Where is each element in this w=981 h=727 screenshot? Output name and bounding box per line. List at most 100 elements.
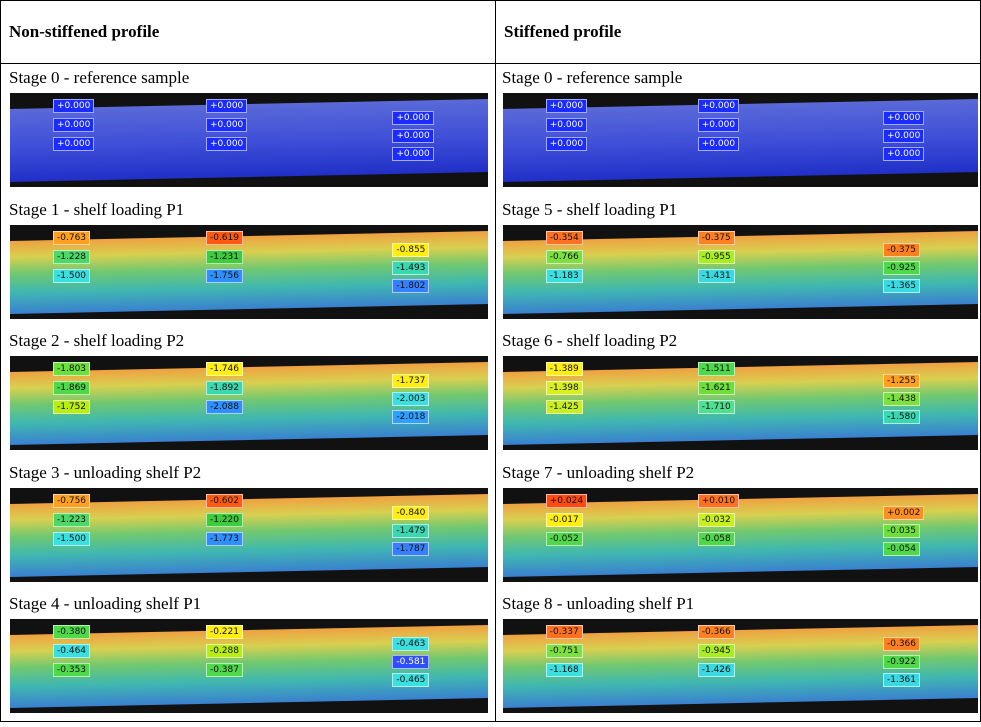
value-label: -1.621 (697, 381, 735, 395)
value-label: +0.000 (697, 118, 740, 132)
value-label: -2.003 (392, 392, 430, 406)
column-header: Non-stiffened profile (9, 22, 160, 41)
header-divider (0, 63, 981, 64)
stage-caption: Stage 8 - unloading shelf P1 (502, 594, 695, 613)
value-label: -1.425 (545, 400, 583, 414)
value-label: -0.756 (53, 493, 91, 508)
dic-image: -1.389 -1.398 -1.425 -1.511 -1.621 -1.710 -1.2… (503, 356, 978, 450)
value-label: +0.000 (205, 137, 248, 151)
value-label: -1.869 (53, 381, 91, 395)
value-label: -0.353 (53, 663, 91, 677)
value-label: -0.751 (545, 644, 583, 658)
value-label: -0.058 (697, 531, 735, 546)
value-label: -1.255 (883, 374, 921, 388)
value-label: +0.000 (205, 118, 248, 132)
value-label: -1.365 (883, 278, 921, 293)
value-label: -0.375 (883, 242, 921, 257)
value-label: +0.000 (545, 118, 588, 132)
value-label: -0.035 (883, 523, 921, 538)
value-label: -1.438 (883, 392, 921, 406)
stage-caption: Stage 1 - shelf loading P1 (9, 199, 185, 219)
column-divider (495, 0, 496, 722)
value-label: +0.024 (545, 493, 588, 508)
dic-image: -0.380 -0.464 -0.353 -0.221 -0.288 -0.387 -0.4… (10, 619, 488, 713)
value-label: -0.465 (392, 673, 430, 687)
stage-caption: Stage 2 - shelf loading P2 (9, 331, 185, 350)
value-label: -0.052 (545, 531, 583, 546)
value-label: -1.500 (53, 268, 91, 283)
value-label: +0.000 (392, 147, 434, 161)
stage-caption: Stage 6 - shelf loading P2 (502, 331, 678, 350)
value-label: -1.398 (545, 381, 583, 395)
value-label: +0.002 (883, 505, 925, 520)
value-label: -0.387 (205, 663, 243, 677)
value-label: -1.479 (392, 523, 430, 538)
value-label: +0.000 (697, 99, 740, 113)
value-label: +0.010 (697, 493, 740, 508)
value-label: -1.511 (697, 362, 735, 376)
value-label: -0.221 (205, 625, 243, 639)
value-label: -0.945 (697, 644, 735, 658)
value-label: -1.500 (53, 531, 91, 546)
stage-caption: Stage 5 - shelf loading P1 (502, 199, 678, 219)
value-label: -1.231 (205, 249, 243, 264)
value-label: -0.337 (545, 625, 583, 639)
value-label: -1.426 (697, 663, 735, 677)
value-label: -0.375 (697, 230, 735, 245)
value-label: -0.380 (53, 625, 91, 639)
value-label: -0.925 (883, 260, 921, 275)
stage-caption: Stage 7 - unloading shelf P2 (502, 462, 695, 482)
value-label: +0.000 (53, 137, 95, 151)
value-label: -1.710 (697, 400, 735, 414)
dic-image: -0.763 -1.228 -1.500 -0.619 -1.231 -1.756 -0.8… (10, 224, 488, 319)
value-label: -0.855 (392, 242, 430, 257)
value-label: -0.763 (53, 230, 91, 245)
value-label: -1.803 (53, 362, 91, 376)
value-label: -1.752 (53, 400, 91, 414)
value-label: -0.354 (545, 230, 583, 245)
value-label: -0.017 (545, 512, 583, 527)
value-label: +0.000 (697, 137, 740, 151)
value-label: -1.746 (205, 362, 243, 376)
value-label: -1.787 (392, 541, 430, 556)
value-label: +0.000 (205, 99, 248, 113)
value-label: -0.619 (205, 230, 243, 245)
value-label: -1.389 (545, 362, 583, 376)
value-label: -2.018 (392, 410, 430, 424)
stage-caption: Stage 4 - unloading shelf P1 (9, 594, 202, 613)
value-label: -1.580 (883, 410, 921, 424)
stage-caption: Stage 0 - reference sample (9, 68, 190, 87)
value-label: -1.361 (883, 673, 921, 687)
dic-image: -1.803 -1.869 -1.752 -1.746 -1.892 -2.088 -1.7… (10, 356, 488, 450)
value-label: +0.000 (392, 111, 434, 125)
value-label: -0.581 (392, 655, 430, 669)
value-label: -0.464 (53, 644, 91, 658)
value-label: -1.220 (205, 512, 243, 527)
value-label: -1.223 (53, 512, 91, 527)
value-label: -1.892 (205, 381, 243, 395)
value-label: +0.000 (392, 129, 434, 143)
value-label: -0.922 (883, 655, 921, 669)
dic-image: +0.024 -0.017 -0.052 +0.010 -0.032 -0.058 +0.0… (503, 487, 978, 582)
value-label: +0.000 (53, 118, 95, 132)
stage-caption: Stage 3 - unloading shelf P2 (9, 462, 202, 482)
value-label: -2.088 (205, 400, 243, 414)
value-label: +0.000 (545, 99, 588, 113)
value-label: -0.366 (697, 625, 735, 639)
value-label: -0.032 (697, 512, 735, 527)
value-label: +0.000 (883, 111, 925, 125)
value-label: +0.000 (545, 137, 588, 151)
value-label: -0.463 (392, 637, 430, 651)
value-label: -1.802 (392, 278, 430, 293)
stage-caption: Stage 0 - reference sample (502, 68, 683, 87)
value-label: -1.168 (545, 663, 583, 677)
dic-image: +0.000 +0.000 +0.000 +0.000 +0.000 +0.000 +0.0… (10, 93, 488, 187)
value-label: -1.773 (205, 531, 243, 546)
value-label: -1.228 (53, 249, 91, 264)
value-label: -1.431 (697, 268, 735, 283)
dic-image: +0.000 +0.000 +0.000 +0.000 +0.000 +0.000 +0.0… (503, 93, 978, 187)
value-label: -0.766 (545, 249, 583, 264)
dic-image: -0.337 -0.751 -1.168 -0.366 -0.945 -1.426 -0.3… (503, 619, 978, 713)
value-label: +0.000 (883, 129, 925, 143)
